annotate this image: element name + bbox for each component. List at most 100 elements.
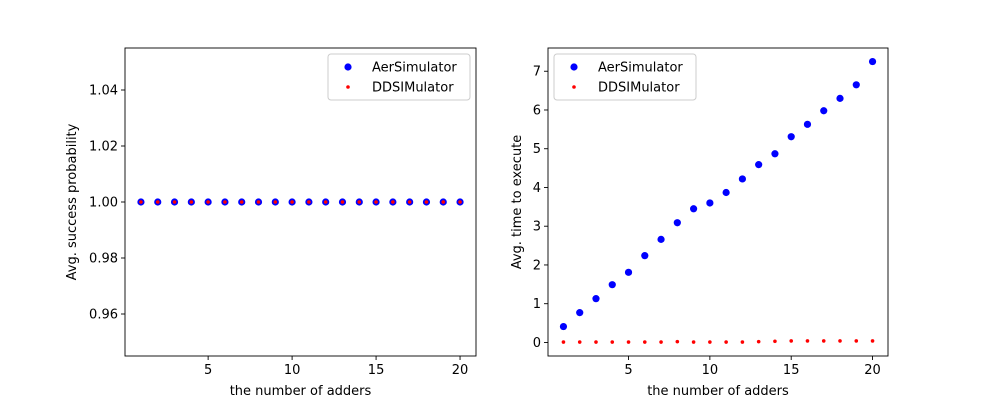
data-point-ddsim — [870, 339, 875, 343]
y-tick-label: 4 — [533, 181, 541, 196]
data-point-ddsim — [594, 340, 598, 344]
plot-frame — [547, 47, 889, 357]
data-point-aer — [641, 252, 649, 260]
data-point-ddsim — [441, 200, 446, 204]
data-point-ddsim — [561, 340, 566, 344]
data-point-ddsim — [155, 200, 160, 204]
data-point-ddsim — [577, 340, 582, 344]
data-point-ddsim — [206, 200, 210, 204]
data-point-ddsim — [391, 200, 395, 204]
x-tick-label: 5 — [624, 363, 632, 378]
legend-marker — [570, 63, 578, 71]
data-point-aer — [738, 175, 747, 183]
data-point-ddsim — [838, 339, 842, 343]
data-point-ddsim — [172, 200, 177, 204]
legend: AerSimulator DDSIMulator — [327, 53, 471, 101]
data-point-ddsim — [659, 340, 663, 344]
legend-marker — [346, 85, 350, 89]
data-point-ddsim — [805, 339, 810, 343]
y-tick-label: 2 — [533, 258, 541, 273]
legend-marker — [572, 85, 576, 89]
y-tick-label: 1.00 — [89, 196, 118, 211]
data-point-ddsim — [357, 200, 362, 204]
data-point-aer — [690, 205, 698, 213]
data-point-ddsim — [854, 339, 859, 343]
x-tick-label: 5 — [204, 363, 212, 378]
data-point-aer — [624, 268, 633, 276]
y-tick-label: 3 — [533, 220, 541, 235]
data-point-ddsim — [239, 200, 244, 204]
y-tick-label: 6 — [533, 103, 541, 118]
y-axis-label: Avg. time to execute — [510, 135, 525, 270]
data-point-ddsim — [610, 340, 615, 344]
data-point-ddsim — [773, 339, 777, 344]
data-point-aer — [836, 94, 844, 102]
y-tick-label: 1.02 — [89, 140, 118, 155]
data-point-ddsim — [189, 200, 194, 204]
x-tick-label: 10 — [284, 363, 301, 378]
data-point-aer — [787, 133, 795, 141]
data-point-ddsim — [724, 340, 728, 344]
data-point-ddsim — [139, 200, 143, 204]
data-point-aer — [592, 295, 600, 303]
data-point-ddsim — [407, 200, 412, 204]
x-tick-label: 15 — [368, 363, 385, 378]
data-point-ddsim — [458, 200, 462, 204]
y-tick-label: 0.96 — [89, 308, 118, 323]
legend-label: AerSimulator — [598, 61, 683, 76]
data-point-ddsim — [290, 200, 294, 204]
data-point-ddsim — [626, 340, 631, 344]
data-point-ddsim — [675, 339, 680, 344]
x-axis-label: the number of adders — [230, 384, 372, 399]
legend-marker — [344, 63, 352, 71]
data-point-ddsim — [821, 339, 826, 343]
data-point-aer — [657, 235, 665, 243]
x-tick-label: 15 — [783, 363, 800, 378]
data-point-ddsim — [273, 200, 278, 204]
x-tick-label: 20 — [452, 363, 469, 378]
data-point-ddsim — [323, 200, 328, 204]
data-point-ddsim — [642, 340, 647, 344]
legend-label: DDSIMulator — [372, 81, 454, 96]
data-point-ddsim — [740, 340, 745, 344]
data-point-ddsim — [756, 339, 761, 344]
data-point-aer — [820, 107, 828, 115]
data-point-aer — [771, 150, 779, 158]
data-point-aer — [706, 199, 714, 207]
data-point-ddsim — [691, 340, 696, 344]
y-tick-label: 7 — [533, 65, 541, 80]
legend-box — [553, 53, 697, 101]
data-point-aer — [576, 309, 584, 317]
y-tick-label: 1.04 — [89, 84, 118, 99]
data-point-ddsim — [223, 200, 227, 204]
data-point-aer — [852, 81, 860, 89]
left-chart-panel: 5 10 15 20 0.96 0.98 1.00 1.02 1.04 the number of… — [65, 47, 477, 399]
data-point-ddsim — [708, 340, 712, 344]
y-tick-label: 1 — [533, 297, 541, 312]
x-tick-label: 20 — [864, 363, 881, 378]
legend: AerSimulator DDSIMulator — [553, 53, 697, 101]
data-point-aer — [755, 161, 763, 169]
data-point-aer — [868, 57, 877, 66]
x-axis-label: the number of adders — [647, 384, 789, 399]
y-tick-label: 0.98 — [89, 252, 118, 267]
data-point-aer — [803, 120, 812, 128]
legend-label: DDSIMulator — [598, 81, 680, 96]
x-tick-label: 10 — [702, 363, 719, 378]
data-point-ddsim — [374, 200, 378, 204]
legend-label: AerSimulator — [372, 61, 457, 76]
y-tick-label: 5 — [533, 142, 541, 157]
data-point-aer — [559, 322, 568, 331]
data-point-aer — [722, 188, 730, 197]
data-point-aer — [673, 219, 681, 227]
data-point-ddsim — [789, 339, 794, 343]
y-tick-label: 0 — [533, 336, 541, 351]
data-point-ddsim — [307, 200, 311, 204]
data-point-ddsim — [424, 200, 429, 204]
data-point-ddsim — [340, 200, 345, 204]
data-point-aer — [608, 281, 616, 289]
legend-box — [327, 53, 471, 101]
right-chart-panel: 5 10 15 20 0 1 2 3 4 5 6 7 the number of adders Avg. … — [510, 47, 889, 399]
y-axis-label: Avg. success probability — [65, 123, 80, 280]
